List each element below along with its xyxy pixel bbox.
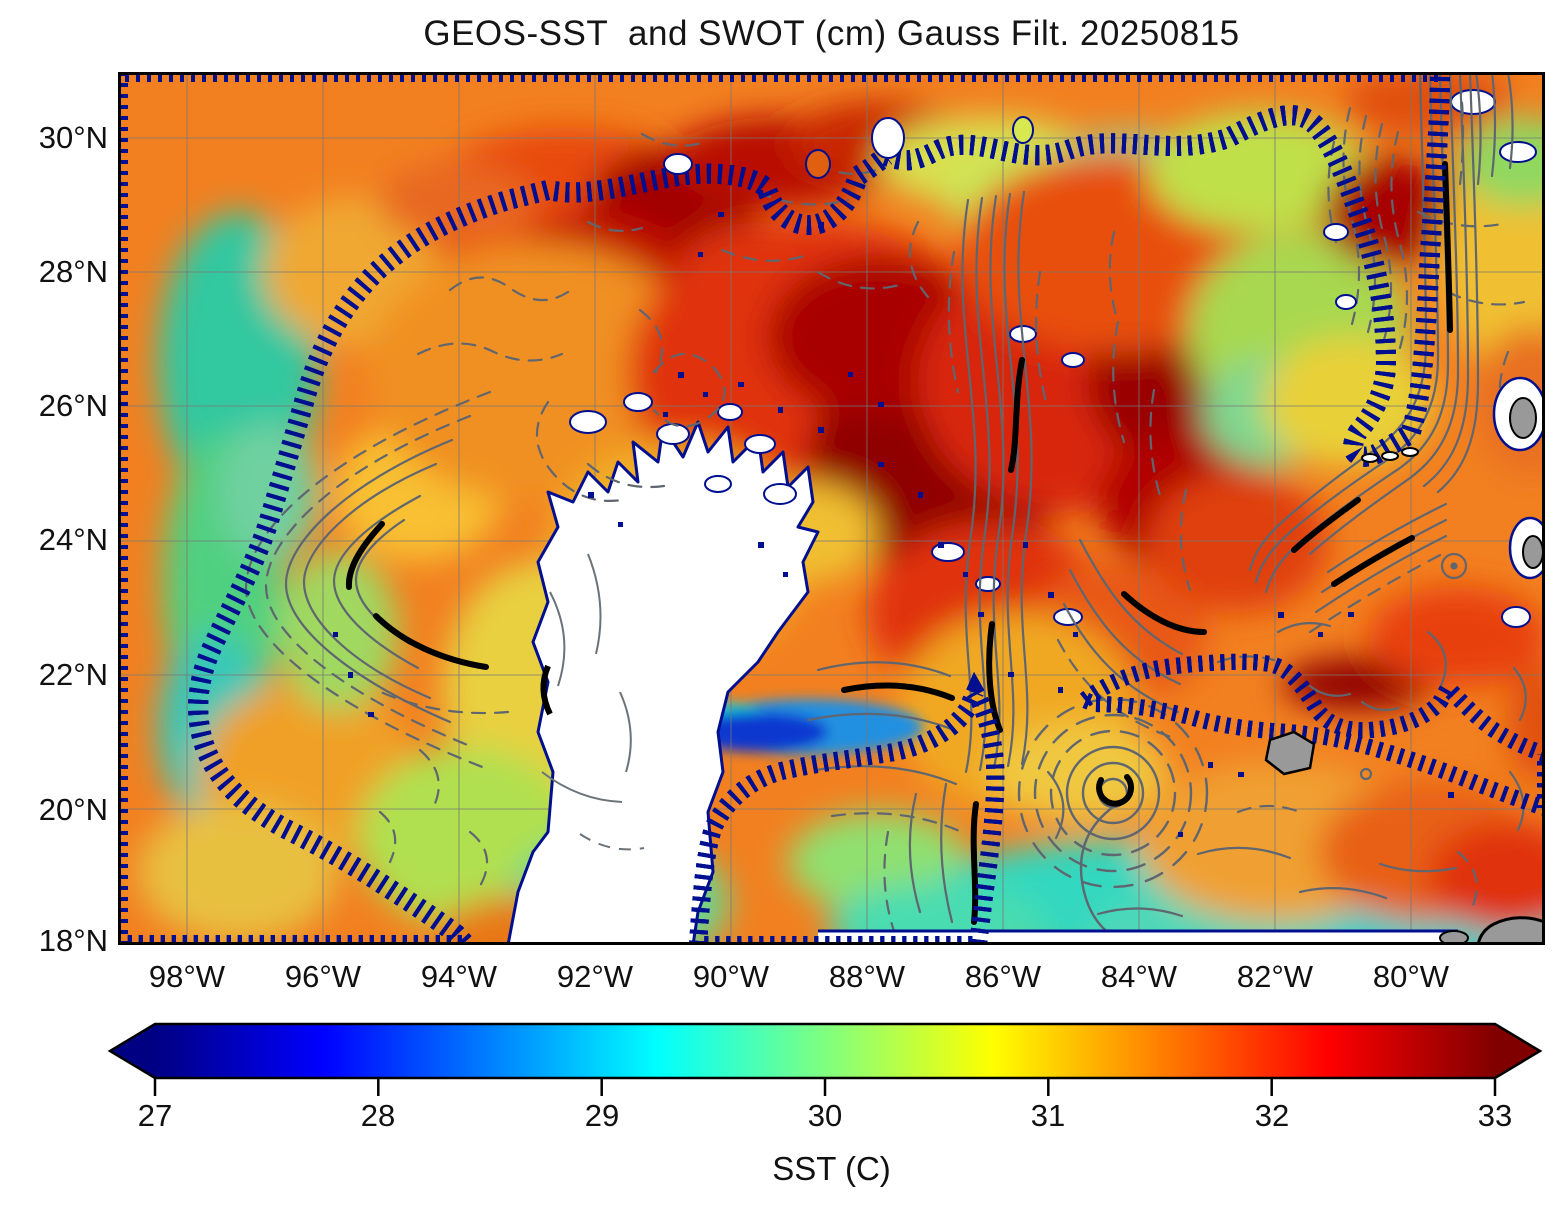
plot-border bbox=[118, 72, 1545, 945]
land-bottom-right bbox=[1439, 916, 1545, 945]
lon-tick-86w: 86°W bbox=[964, 959, 1042, 994]
cloud-nodata-mask bbox=[506, 89, 1537, 945]
map-plot-area bbox=[118, 72, 1545, 945]
colorbar bbox=[100, 1018, 1550, 1106]
lon-tick-90w: 90°W bbox=[692, 959, 770, 994]
colorbar-tick-33: 33 bbox=[1477, 1098, 1513, 1133]
land-cuba bbox=[1069, 662, 1545, 817]
colorbar-tick-28: 28 bbox=[360, 1098, 396, 1133]
lon-tick-82w: 82°W bbox=[1236, 959, 1314, 994]
coastal-bays bbox=[663, 116, 1357, 310]
plot-title: GEOS-SST and SWOT (cm) Gauss Filt. 20250… bbox=[423, 14, 1240, 53]
lon-tick-92w: 92°W bbox=[556, 959, 634, 994]
swot-eddy-rings bbox=[1017, 697, 1209, 944]
lon-tick-88w: 88°W bbox=[828, 959, 906, 994]
contours-inside-mask bbox=[541, 553, 645, 851]
colorbar-tick-31: 31 bbox=[1030, 1098, 1066, 1133]
isla-juventud bbox=[1264, 730, 1316, 776]
lat-tick-30n: 30°N bbox=[38, 120, 108, 155]
colorbar-tick-29: 29 bbox=[584, 1098, 620, 1133]
lon-tick-94w: 94°W bbox=[420, 959, 498, 994]
land-north-west-florida bbox=[118, 72, 1451, 945]
lat-tick-28n: 28°N bbox=[38, 254, 108, 289]
lon-tick-96w: 96°W bbox=[284, 959, 362, 994]
bahamas-banks bbox=[1492, 376, 1545, 628]
lat-tick-22n: 22°N bbox=[38, 657, 108, 692]
colorbar-tick-27: 27 bbox=[137, 1098, 173, 1133]
florida-keys bbox=[1361, 447, 1419, 463]
coastal-speckles bbox=[333, 190, 1454, 837]
lat-tick-26n: 26°N bbox=[38, 388, 108, 423]
lon-tick-84w: 84°W bbox=[1100, 959, 1178, 994]
lat-tick-24n: 24°N bbox=[38, 522, 108, 557]
gulf-of-mexico-sst-map bbox=[118, 72, 1545, 945]
lat-tick-20n: 20°N bbox=[38, 792, 108, 827]
colorbar-ticks bbox=[153, 1078, 1497, 1096]
colorbar-tick-32: 32 bbox=[1254, 1098, 1290, 1133]
lon-tick-80w: 80°W bbox=[1372, 959, 1450, 994]
lat-tick-18n: 18°N bbox=[38, 923, 108, 958]
colorbar-tick-30: 30 bbox=[807, 1098, 843, 1133]
colorbar-svg bbox=[107, 1022, 1543, 1096]
lon-tick-98w: 98°W bbox=[148, 959, 226, 994]
colorbar-gradient-bar bbox=[107, 1022, 1543, 1080]
colorbar-label: SST (C) bbox=[772, 1150, 891, 1187]
